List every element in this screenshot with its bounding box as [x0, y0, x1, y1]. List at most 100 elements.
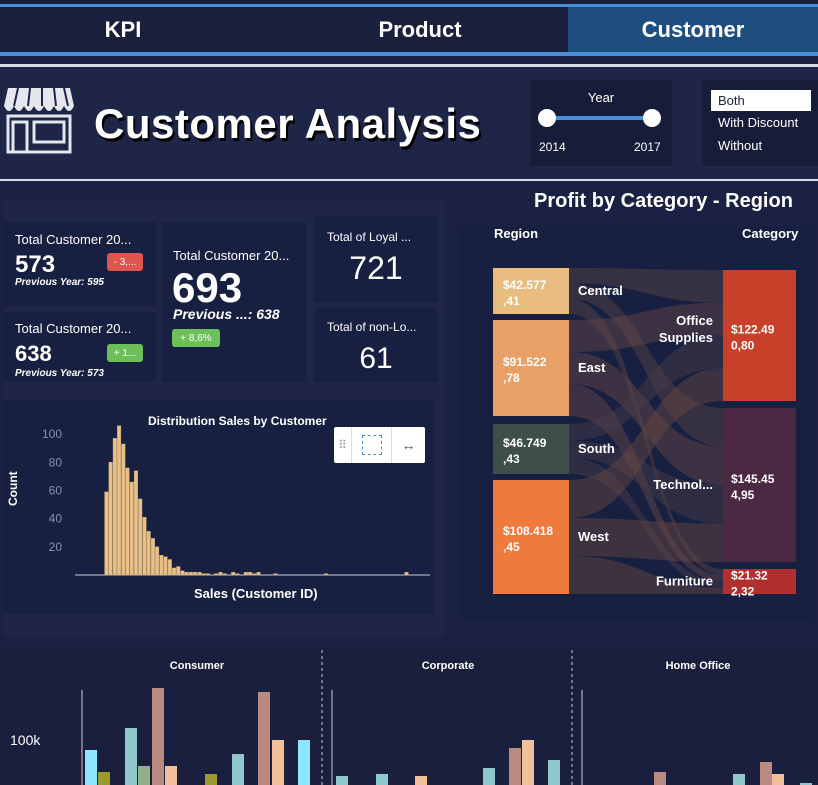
segment-bar[interactable] — [205, 774, 217, 785]
hist-bar[interactable] — [155, 546, 160, 576]
year-slider-min-handle[interactable] — [538, 109, 556, 127]
hist-bar[interactable] — [150, 538, 155, 576]
sankey-flow[interactable] — [569, 335, 723, 441]
sankey-flow[interactable] — [569, 556, 723, 594]
hist-bar[interactable] — [104, 491, 109, 576]
sankey-category-value: 4,95 — [731, 488, 755, 502]
segment-bar[interactable] — [98, 772, 110, 785]
segment-bar[interactable] — [760, 762, 772, 785]
kpi-value: 61 — [359, 342, 393, 375]
sankey-category-node[interactable] — [723, 408, 796, 562]
hist-bar[interactable] — [159, 555, 164, 576]
hist-bar[interactable] — [273, 573, 278, 576]
hist-bar[interactable] — [256, 571, 261, 576]
kpi-card-loyal: Total of Loyal ... 721 — [314, 216, 438, 302]
hist-bar[interactable] — [248, 571, 253, 576]
hist-bar[interactable] — [205, 573, 210, 576]
sankey-flow[interactable] — [569, 368, 723, 518]
segment-bar[interactable] — [800, 783, 812, 785]
tab-kpi[interactable]: KPI — [104, 16, 142, 42]
segment-bar[interactable] — [733, 774, 745, 785]
segment-bar[interactable] — [85, 750, 97, 785]
hist-bar[interactable] — [188, 571, 193, 576]
hist-bar[interactable] — [172, 567, 177, 576]
filter-option-with-discount[interactable]: With Discount — [718, 115, 799, 130]
segment-bar[interactable] — [376, 774, 388, 785]
hist-bar[interactable] — [231, 571, 236, 576]
hist-bar[interactable] — [243, 571, 248, 576]
hist-bar[interactable] — [138, 498, 143, 576]
sankey-region-node[interactable] — [493, 320, 569, 416]
hist-bar[interactable] — [193, 571, 198, 576]
hist-ytick-label: 80 — [49, 455, 63, 469]
hist-bar[interactable] — [201, 573, 206, 576]
hist-bar[interactable] — [142, 517, 147, 576]
segment-bar[interactable] — [522, 740, 534, 785]
segment-bar[interactable] — [483, 768, 495, 785]
segment-bar-chart: Consumer Corporate Home Office 100k — [10, 650, 812, 785]
segment-bar[interactable] — [336, 776, 348, 785]
hist-bar[interactable] — [180, 570, 185, 576]
sankey-flow[interactable] — [569, 302, 723, 352]
sankey-region-node[interactable] — [493, 424, 569, 474]
segment-bar[interactable] — [125, 728, 137, 785]
hist-bar[interactable] — [108, 462, 113, 576]
drag-handle-icon[interactable]: ⠿ — [334, 427, 352, 463]
hist-bar[interactable] — [235, 573, 240, 576]
kpi-value: 721 — [349, 250, 403, 286]
hist-bar[interactable] — [133, 470, 138, 576]
sankey-flow[interactable] — [569, 268, 723, 303]
segment-bar[interactable] — [415, 776, 427, 785]
hist-bar[interactable] — [146, 531, 151, 576]
sankey-flow[interactable] — [569, 298, 723, 576]
hist-bar[interactable] — [214, 573, 219, 576]
sankey-region-label: Central — [578, 283, 623, 298]
expand-arrows-icon[interactable]: ↔ — [401, 437, 416, 453]
segment-bar[interactable] — [258, 692, 270, 785]
tab-customer[interactable]: Customer — [568, 7, 818, 52]
sankey-category-label: Supplies — [659, 330, 713, 345]
select-box-icon[interactable] — [352, 427, 392, 463]
segment-bar[interactable] — [772, 774, 784, 785]
segment-bar[interactable] — [138, 766, 150, 785]
filter-option-both[interactable]: Both — [711, 90, 811, 111]
segment-bar[interactable] — [232, 754, 244, 785]
hist-bar[interactable] — [404, 571, 409, 576]
sankey-flow[interactable] — [569, 518, 723, 562]
segment-bar[interactable] — [152, 688, 164, 785]
kpi-previous-year: Previous ...: 638 — [173, 306, 280, 322]
sankey-flow[interactable] — [569, 384, 723, 582]
segment-bar[interactable] — [298, 740, 310, 785]
tab-product[interactable]: Product — [378, 16, 462, 42]
hist-bar[interactable] — [218, 571, 223, 576]
hist-bar[interactable] — [222, 573, 227, 576]
sankey-region-node[interactable] — [493, 480, 569, 594]
segment-bar[interactable] — [165, 766, 177, 785]
segment-bar[interactable] — [548, 760, 560, 785]
filter-option-without[interactable]: Without — [718, 138, 763, 153]
hist-bar[interactable] — [163, 556, 168, 576]
hist-bar[interactable] — [184, 571, 189, 576]
segment-bar[interactable] — [654, 772, 666, 785]
sankey-category-node[interactable] — [723, 270, 796, 401]
hist-bar[interactable] — [121, 443, 126, 576]
hist-bar[interactable] — [117, 425, 122, 576]
hist-bar[interactable] — [129, 481, 134, 576]
sankey-flow[interactable] — [569, 352, 723, 485]
hist-bar[interactable] — [252, 573, 257, 576]
hist-bar[interactable] — [125, 467, 130, 576]
hist-bar[interactable] — [324, 573, 329, 576]
hist-bar[interactable] — [112, 438, 117, 576]
sankey-flow[interactable] — [569, 440, 723, 524]
hist-bar[interactable] — [197, 571, 202, 576]
year-slider-max-handle[interactable] — [643, 109, 661, 127]
sankey-region-node[interactable] — [493, 268, 569, 314]
hist-bar[interactable] — [176, 566, 181, 576]
hist-bar[interactable] — [167, 559, 172, 576]
segment-bar[interactable] — [272, 740, 284, 785]
sankey-flow[interactable] — [569, 457, 723, 588]
sankey-category-node[interactable] — [723, 569, 796, 594]
sankey-flow[interactable] — [569, 283, 723, 447]
segment-bar[interactable] — [509, 748, 521, 785]
year-slider-track[interactable] — [548, 116, 652, 120]
